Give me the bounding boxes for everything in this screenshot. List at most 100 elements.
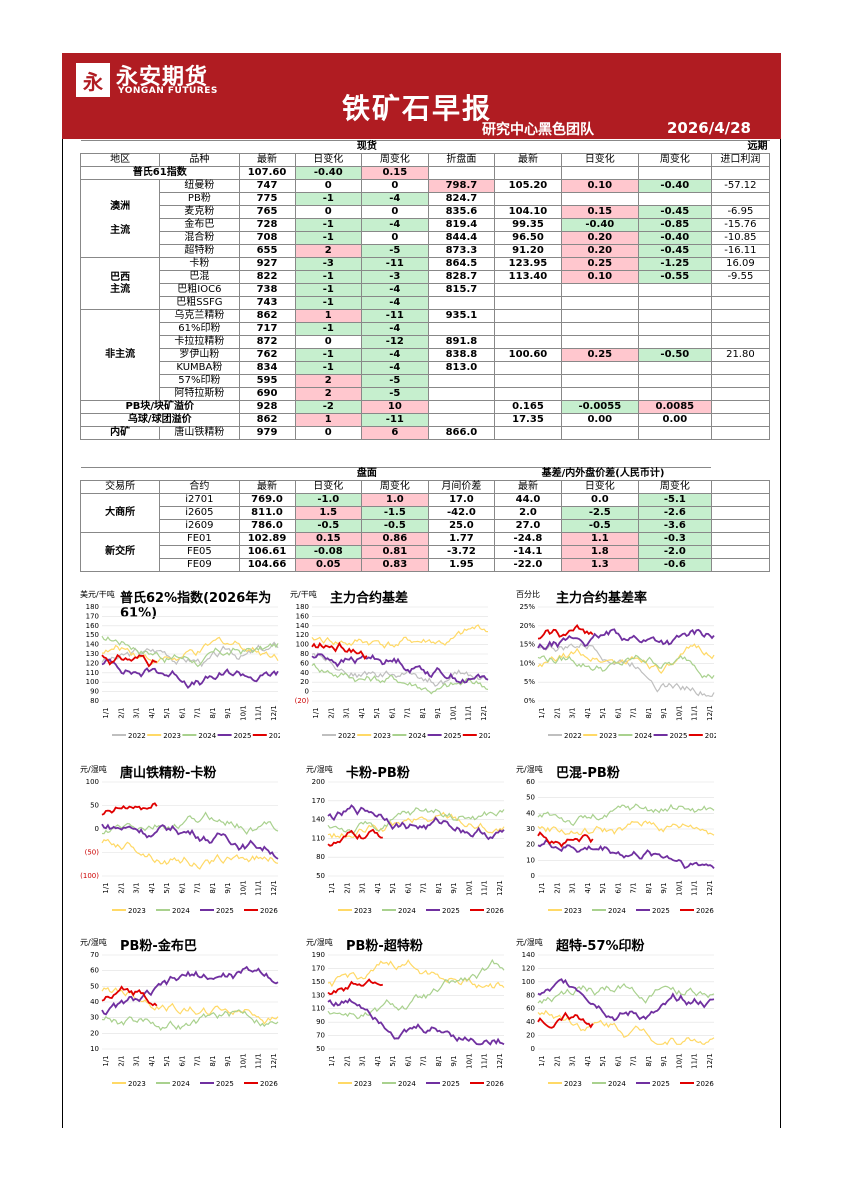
table-cell: -4 <box>361 283 429 297</box>
product-name: 巴粗IOC6 <box>159 283 240 297</box>
table-cell <box>494 387 562 401</box>
table-cell <box>494 283 562 297</box>
legend-label: 2024 <box>608 1080 626 1088</box>
table-row: FE09 104.66 0.05 0.83 1.95 -22.0 1.3 -0.6 <box>81 558 771 572</box>
table-cell <box>494 192 562 206</box>
legend-label: 2023 <box>354 907 372 915</box>
legend-label: 2026 <box>260 907 278 915</box>
x-tick-label: 12/1 <box>496 1053 504 1069</box>
y-tick-label: 80 <box>300 650 309 658</box>
x-tick-label: 8/1 <box>209 882 217 893</box>
contract-name: i2605 <box>159 506 240 520</box>
table-cell: -5 <box>361 244 429 258</box>
table-cell: 743 <box>238 296 296 310</box>
legend-label: 2022 <box>564 732 582 740</box>
y-tick-label: 130 <box>86 650 99 658</box>
chart-3: 百分比 主力合约基差率 25% 20% 15% 10% 5% 0% 1/1 2/1 3/1 4/1 5/… <box>516 587 716 747</box>
legend-label: 2024 <box>608 907 626 915</box>
table-cell: 979 <box>238 426 296 440</box>
table-cell: 0.25 <box>560 348 639 362</box>
chart-2: 元/干吨 主力合约基差 180 160 140 120 100 80 60 40 20 0 (20) 1/… <box>290 587 490 747</box>
series-line-2023 <box>102 636 279 665</box>
series-line-2025 <box>101 965 279 1016</box>
table-cell: 2 <box>294 374 363 388</box>
table-cell: 6 <box>361 426 429 440</box>
x-tick-label: 6/1 <box>404 1055 412 1066</box>
chart-plot: 70 60 50 40 30 20 101/1 2/1 3/1 4/1 5/1 6/1 7/1 8/1 9/… <box>90 951 279 1088</box>
x-tick-label: 12/1 <box>706 880 714 896</box>
legend-label: 2026 <box>696 1080 714 1088</box>
y-tick-label: 140 <box>312 816 325 824</box>
table-cell: 0.15 <box>361 166 429 180</box>
x-tick-label: 10/1 <box>239 880 247 896</box>
table-cell <box>710 532 771 546</box>
y-tick-label: 180 <box>296 603 309 611</box>
x-tick-label: 8/1 <box>209 1055 217 1066</box>
x-tick-label: 8/1 <box>645 882 653 893</box>
table-cell <box>710 322 771 336</box>
table-cell <box>494 166 562 180</box>
table-cell: -0.08 <box>294 545 363 559</box>
x-tick-label: 4/1 <box>584 1055 592 1066</box>
table-cell: -9.55 <box>710 270 771 284</box>
table-row: 大商所 i2701 769.0 -1.0 1.0 17.0 44.0 0.0 -5.1 <box>79 493 771 533</box>
y-tick-label: 90 <box>90 688 99 696</box>
product-name: 混合粉 <box>159 231 240 245</box>
brand-name-en: YONGAN FUTURES <box>118 86 218 96</box>
y-tick-label: 20 <box>526 841 535 849</box>
table-row: 麦克粉 765 0 0 835.6 104.10 0.15 -0.45 -6.95 <box>81 205 771 219</box>
table-cell <box>637 322 712 336</box>
legend-label: 2024 <box>398 907 416 915</box>
table-cell: 107.60 <box>238 166 296 180</box>
product-name: 57%印粉 <box>159 374 240 388</box>
x-tick-label: 6/1 <box>614 882 622 893</box>
y-tick-label: 20 <box>526 1032 535 1040</box>
table-cell: -10.85 <box>710 231 771 245</box>
spot-price-table: 现货 远期 地区 品种 最新 日变化 周变化 折盘面 最新 日变化 周变化 进口利润 普氏61指数 107… <box>79 140 771 440</box>
x-tick-label: 8/1 <box>645 707 653 718</box>
table-cell: -4 <box>361 361 429 375</box>
column-header: 日变化 <box>560 480 639 494</box>
table-cell: 0.0 <box>560 493 639 507</box>
chart-unit: 元/湿吨 <box>80 765 107 774</box>
table-cell: 25.0 <box>427 519 496 533</box>
y-tick-label: 30 <box>90 1014 99 1022</box>
x-tick-label: 4/1 <box>358 707 366 718</box>
column-header: 最新 <box>494 480 562 494</box>
x-tick-label: 8/1 <box>435 882 443 893</box>
table-cell: 100.60 <box>494 348 562 362</box>
x-tick-label: 12/1 <box>706 705 714 721</box>
series-line-2025 <box>537 628 715 650</box>
chart-unit: 元/湿吨 <box>306 938 333 947</box>
x-tick-label: 7/1 <box>404 707 412 718</box>
table-cell: 0.25 <box>560 257 639 271</box>
table-cell: -0.5 <box>560 519 639 533</box>
legend-label: 2024 <box>172 907 190 915</box>
x-tick-label: 6/1 <box>388 707 396 718</box>
table-cell: 786.0 <box>238 519 296 533</box>
table-cell: 99.35 <box>494 218 562 232</box>
product-name: 金布巴 <box>159 218 240 232</box>
table-cell: -5.1 <box>637 493 712 507</box>
x-tick-label: 10/1 <box>239 705 247 721</box>
y-tick-label: 50 <box>316 872 325 880</box>
platts-row: 普氏61指数 107.60 -0.40 0.15 <box>80 166 771 180</box>
table-row: FE05 106.61 -0.08 0.81 -3.72 -14.1 1.8 -2.0 <box>81 545 771 559</box>
platts-label: 普氏61指数 <box>80 166 240 180</box>
x-tick-label: 3/1 <box>133 882 141 893</box>
chart-plot: 190 170 150 130 110 90 70 501/1 2/1 3/1 4/1 5/1 6/1 7… <box>312 951 505 1088</box>
table-cell <box>710 545 771 559</box>
x-tick-label: 2/1 <box>553 1055 561 1066</box>
table-cell <box>710 192 771 206</box>
chart-title: 卡粉-PB粉 <box>346 766 410 781</box>
table-cell: 1 <box>294 309 363 323</box>
legend-label: 2024 <box>172 1080 190 1088</box>
chart-title: 唐山铁精粉-卡粉 <box>120 766 217 781</box>
y-tick-label: 180 <box>86 603 99 611</box>
table-cell: -6.95 <box>710 205 771 219</box>
x-tick-label: 11/1 <box>481 1053 489 1069</box>
x-tick-label: 12/1 <box>270 1053 278 1069</box>
table-cell: 1.1 <box>560 532 639 546</box>
chart-plot: 200 170 140 110 80 501/1 2/1 3/1 4/1 5/1 6/1 7/1 8/1… <box>312 778 505 915</box>
table-cell <box>710 296 771 310</box>
